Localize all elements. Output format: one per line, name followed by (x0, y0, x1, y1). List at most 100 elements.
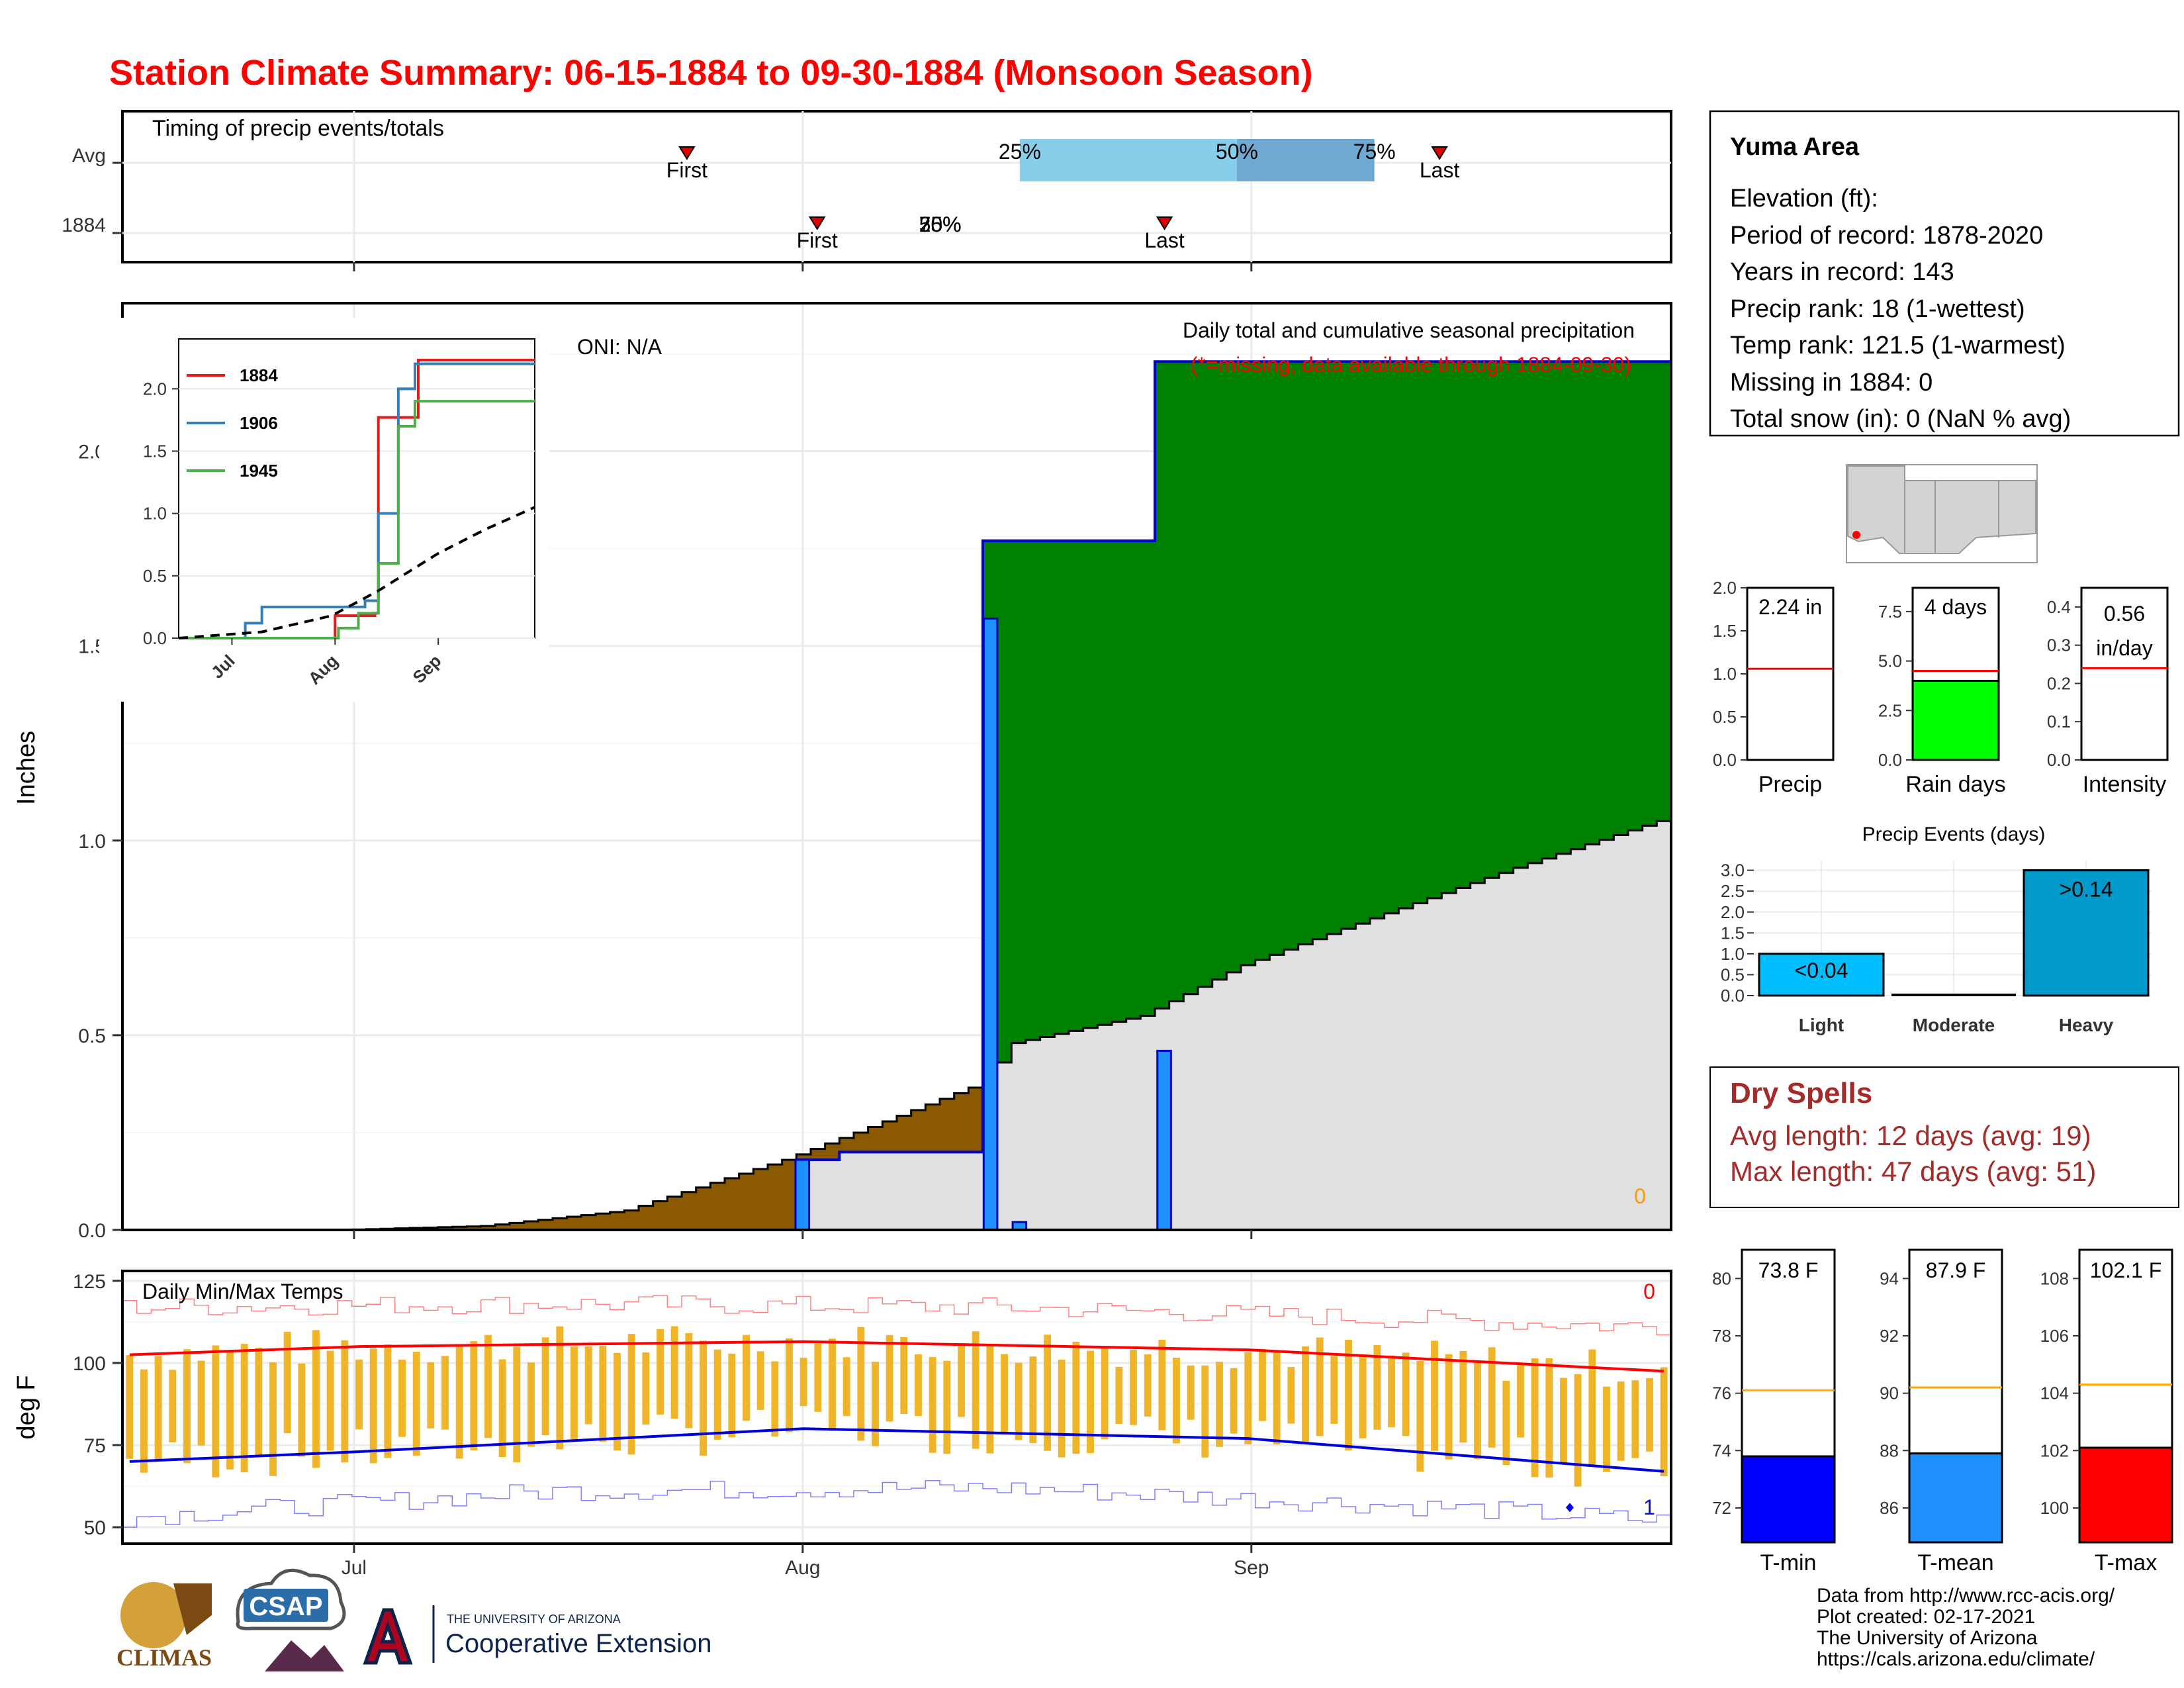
summary-bar-tick-label: 2.5 (1878, 700, 1902, 720)
precip-departure-day (868, 1127, 883, 1152)
events-bar-label-light: <0.04 (1795, 959, 1848, 982)
daily-temp-bar (972, 1331, 979, 1449)
daily-temp-bar (829, 1338, 836, 1431)
temp-y-tick-label: 125 (73, 1271, 106, 1293)
temp-summary-frame-0 (1741, 1248, 1836, 1544)
temp-summary-tick-label: 86 (1880, 1498, 1899, 1518)
station-elevation: Elevation (ft): (1730, 185, 1878, 212)
normal-cumulative-line (122, 820, 1671, 1231)
precip-departure-day (452, 1227, 467, 1230)
daily-temp-bar (298, 1363, 306, 1457)
precip-base-day (1212, 979, 1227, 1230)
inset-y-tick-label: 0.5 (143, 566, 167, 586)
credit-line-3: The University of Arizona (1817, 1627, 2038, 1649)
inset-y-tick-label: 1.0 (143, 504, 167, 524)
precip-base-day (925, 1152, 940, 1230)
daily-temp-bar (341, 1340, 349, 1463)
precip-departure-day (753, 1169, 768, 1230)
daily-temp-bar (1502, 1380, 1510, 1466)
daily-temp-bar (169, 1370, 177, 1442)
summary-bar-frame-2 (2080, 586, 2169, 761)
timing-panel-frame (121, 110, 1672, 263)
precip-departure-day (954, 1093, 969, 1152)
temp-summary-tick-label: 74 (1712, 1440, 1731, 1460)
daily-temp-bar (1646, 1378, 1653, 1452)
precip-departure-day (1470, 361, 1485, 883)
precip-departure-day (1312, 361, 1328, 939)
events-y-tick-label: 0.5 (1721, 964, 1745, 984)
daily-temp-bar (1044, 1335, 1051, 1451)
precip-base-day (1456, 888, 1471, 1230)
daily-temp-bar (1144, 1354, 1152, 1417)
timing-q75-label: 75% (1353, 140, 1396, 164)
daily-temp-bar (786, 1338, 793, 1432)
daily-temp-bar (700, 1340, 707, 1456)
daily-temp-bar (599, 1346, 607, 1442)
temp-summary-label-1: T-mean (1917, 1550, 1993, 1575)
ua-logo-big-text: Cooperative Extension (445, 1629, 711, 1658)
summary-bar-value-label-0: 2.24 in (1758, 595, 1822, 619)
precip-departure-day (1441, 361, 1457, 894)
timing-year-last-label: Last (1144, 228, 1185, 252)
precip-departure-day (796, 1154, 811, 1160)
timing-q50-label: 50% (1216, 140, 1258, 164)
precip-departure-day (1628, 361, 1643, 831)
precip-departure-day (1370, 361, 1385, 919)
temp-y-tick-label: 75 (84, 1435, 106, 1457)
summary-bar-tick-label: 0.5 (1713, 707, 1737, 727)
daily-temp-bar (1001, 1354, 1008, 1434)
daily-temp-bar (857, 1327, 865, 1441)
precip-departure-day (911, 1109, 926, 1152)
figure-title: Station Climate Summary: 06-15-1884 to 0… (109, 53, 1313, 93)
daily-temp-bar (1617, 1381, 1625, 1461)
precip-base-day (868, 1152, 883, 1230)
precip-departure-day (1513, 361, 1528, 868)
daily-temp-bar (1402, 1352, 1410, 1436)
precip-departure-day (696, 1187, 711, 1230)
precip-departure-day (940, 1098, 955, 1152)
daily-temp-bar (799, 1358, 807, 1407)
precip-departure-day (739, 1173, 754, 1230)
precip-departure-day (1198, 361, 1213, 987)
precip-panel-title: Daily total and cumulative seasonal prec… (1183, 318, 1635, 342)
csap-logo-text: CSAP (249, 1592, 322, 1621)
precip-y-axis-label: Inches (13, 731, 40, 805)
precip-base-day (1026, 1040, 1041, 1230)
precip-base-day (825, 1160, 840, 1230)
precip-base-day (1183, 994, 1199, 1230)
daily-temp-bar (427, 1362, 435, 1429)
precip-base-day (1284, 949, 1299, 1230)
daily-temp-bar (126, 1355, 134, 1459)
daily-temp-bar (713, 1349, 721, 1440)
precip-departure-day (825, 1143, 840, 1160)
oni-label: ONI: N/A (577, 335, 662, 359)
dry-spells-frame (1709, 1066, 2179, 1208)
daily-temp-bar (657, 1329, 664, 1415)
precip-base-day (1255, 960, 1270, 1230)
ua-logo-small-text: THE UNIVERSITY OF ARIZONA (447, 1613, 621, 1626)
temp-summary-tick-label: 90 (1880, 1383, 1899, 1403)
temp-panel-border (121, 1270, 1672, 1545)
inset-y-tick-label: 2.0 (143, 379, 167, 399)
daily-temp-bar (743, 1335, 750, 1421)
precip-departure-day (1456, 361, 1471, 888)
daily-temp-bar (1588, 1349, 1596, 1466)
daily-temp-bar (398, 1360, 406, 1437)
precip-departure-day (1384, 361, 1399, 914)
daily-temp-bar (1273, 1350, 1281, 1445)
daily-temp-bar (1216, 1362, 1223, 1447)
precip-base-day (1112, 1021, 1127, 1230)
precip-departure-day (553, 1218, 568, 1230)
precip-departure-day (1355, 361, 1371, 924)
daily-temp-bar (614, 1352, 621, 1451)
station-temp-rank: Temp rank: 121.5 (1-warmest) (1730, 332, 2066, 359)
precip-departure-day (437, 1227, 453, 1230)
temp-summary-label-0: T-min (1760, 1550, 1817, 1575)
daily-temp-bar (183, 1349, 191, 1464)
precip-panel-border (121, 302, 1672, 1231)
precip-departure-day (1083, 540, 1098, 1028)
summary-bar-frame-1 (1911, 586, 2000, 761)
precip-departure-day (1140, 540, 1156, 1016)
daily-temp-bar (527, 1362, 535, 1447)
credit-line-2: Plot created: 02-17-2021 (1817, 1606, 2035, 1628)
